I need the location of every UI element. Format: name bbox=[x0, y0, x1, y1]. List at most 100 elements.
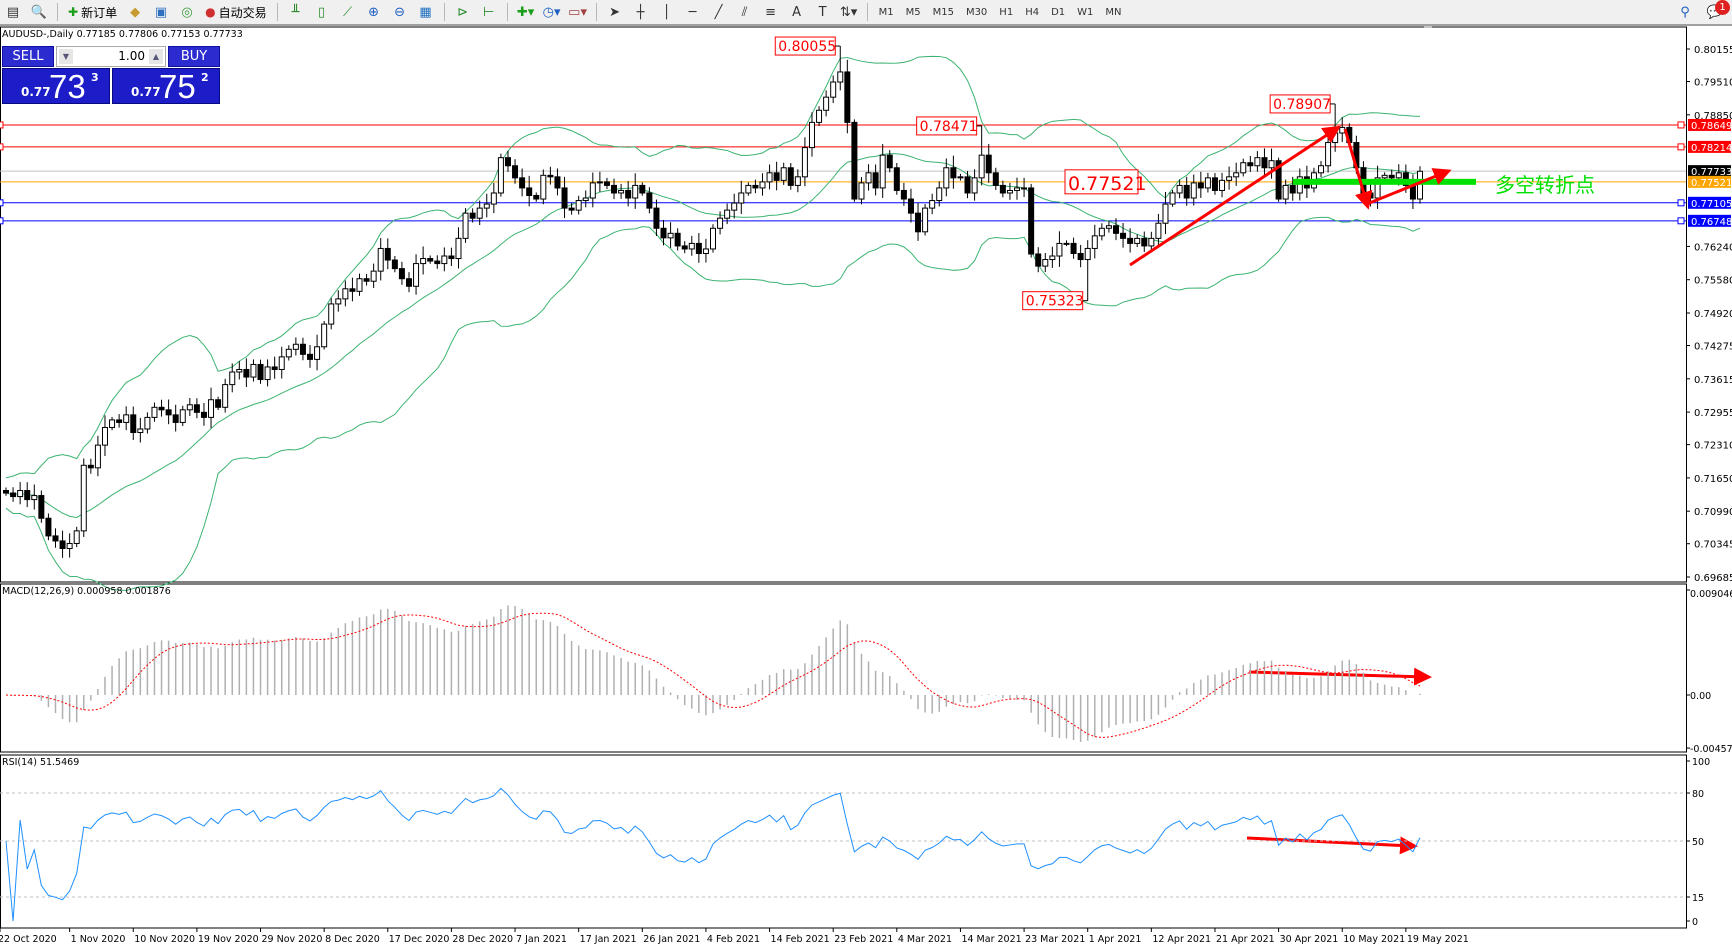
price-label: 0.77733 bbox=[1691, 167, 1732, 178]
rsi-tick-label: 0 bbox=[1692, 917, 1698, 928]
zoom-in-icon[interactable]: ⊕ bbox=[368, 4, 380, 20]
bull-candle bbox=[830, 81, 837, 98]
x-tick-label: 10 May 2021 bbox=[1343, 934, 1405, 945]
trend-arrow-up bbox=[1129, 125, 1342, 267]
bear-candle bbox=[907, 198, 914, 214]
sell-button[interactable]: SELL bbox=[2, 46, 54, 67]
timeframe-m5[interactable]: M5 bbox=[905, 6, 921, 18]
x-tick-label: 14 Feb 2021 bbox=[771, 934, 830, 945]
bear-candle bbox=[773, 172, 780, 181]
zoom-chart-icon[interactable]: 🔍 bbox=[30, 4, 48, 20]
templates-icon[interactable]: ▭▾ bbox=[568, 4, 587, 20]
vertical-line-icon[interactable]: │ bbox=[662, 4, 671, 20]
line-chart-icon[interactable]: ⟋ bbox=[343, 4, 353, 20]
bull-candle bbox=[370, 270, 377, 282]
sell-price-button[interactable]: 0.77 73 3 bbox=[2, 68, 110, 105]
tile-windows-icon[interactable]: ▦ bbox=[419, 4, 432, 20]
lots-input[interactable]: ▼ 1.00 ▲ bbox=[56, 46, 166, 67]
bull-candle bbox=[1325, 142, 1332, 167]
buy-price-button[interactable]: 0.77 75 2 bbox=[112, 68, 220, 105]
bull-candle bbox=[936, 187, 943, 202]
price-label-bg bbox=[1688, 214, 1731, 227]
bull-candle bbox=[1282, 184, 1289, 200]
timeframe-m1[interactable]: M1 bbox=[878, 6, 894, 18]
price-chart[interactable]: 0.786490.782140.777330.775210.771050.767… bbox=[0, 26, 1732, 945]
bear-candle bbox=[52, 535, 59, 542]
bear-candle bbox=[964, 176, 971, 194]
lots-down-icon[interactable]: ▼ bbox=[59, 49, 73, 64]
bull-candle bbox=[314, 346, 321, 360]
bear-candle bbox=[391, 259, 398, 270]
x-tick-label: 19 May 2021 bbox=[1407, 934, 1469, 945]
bear-candle bbox=[1275, 160, 1282, 200]
bear-candle bbox=[681, 245, 688, 250]
y-tick-label: 0.73615 bbox=[1694, 375, 1732, 386]
bear-candle bbox=[1112, 225, 1119, 234]
bear-candle bbox=[985, 154, 992, 174]
text-icon[interactable]: A bbox=[792, 4, 802, 20]
bull-candle bbox=[236, 368, 243, 373]
notifications-button[interactable]: 💬 1 bbox=[1700, 0, 1730, 22]
bull-candle bbox=[328, 303, 335, 325]
trend-arrow-down bbox=[1343, 128, 1373, 210]
bar-chart-icon[interactable]: ╨ bbox=[291, 4, 300, 20]
auto-trading-button[interactable]: ● 自动交易 bbox=[202, 2, 270, 22]
separator bbox=[506, 3, 508, 21]
equidistant-channel-icon[interactable]: ⫽ bbox=[741, 4, 748, 20]
y-tick-label: 0.79510 bbox=[1694, 78, 1732, 89]
market-watch-icon[interactable]: ◆ bbox=[130, 4, 141, 20]
chart-shift-icon[interactable]: ⊢ bbox=[482, 4, 495, 20]
horizontal-line-icon[interactable]: ─ bbox=[688, 4, 697, 20]
arrows-icon[interactable]: ⇅▾ bbox=[839, 4, 858, 20]
bear-candle bbox=[1367, 192, 1374, 199]
bear-candle bbox=[215, 399, 222, 408]
trendline-icon[interactable]: ╱ bbox=[714, 4, 723, 20]
bollinger-upper bbox=[5, 55, 1421, 479]
new-order-button[interactable]: ✚ 新订单 bbox=[65, 2, 120, 22]
search-icon[interactable]: ⚲ bbox=[1680, 4, 1690, 20]
buy-button[interactable]: BUY bbox=[168, 46, 220, 67]
bull-candle bbox=[66, 542, 73, 550]
timeframe-m30[interactable]: M30 bbox=[965, 6, 988, 18]
separator bbox=[866, 3, 868, 21]
toolbar: ▤ 🔍 ✚ 新订单 ◆ ▣ ◎ ● 自动交易 ╨ ▯ ⟋ ⊕ ⊖ ▦ ⊳ ⊢ ✚▾ … bbox=[0, 0, 1732, 26]
bull-candle bbox=[144, 416, 151, 430]
candlestick-icon[interactable]: ▯ bbox=[318, 4, 326, 20]
bull-candle bbox=[1063, 242, 1070, 245]
lots-up-icon[interactable]: ▲ bbox=[149, 49, 163, 64]
timeframe-mn[interactable]: MN bbox=[1105, 6, 1122, 18]
bull-candle bbox=[476, 207, 483, 219]
bear-candle bbox=[384, 247, 391, 261]
crosshair-icon[interactable]: ┼ bbox=[636, 4, 645, 20]
bear-candle bbox=[568, 207, 575, 211]
bear-candle bbox=[915, 212, 922, 233]
timeframe-w1[interactable]: W1 bbox=[1077, 6, 1094, 18]
indicators-icon[interactable]: ✚▾ bbox=[516, 4, 535, 20]
signals-icon[interactable]: ◎ bbox=[181, 4, 193, 20]
bull-candle bbox=[179, 409, 186, 423]
bull-candle bbox=[929, 200, 936, 209]
cursor-icon[interactable]: ➤ bbox=[609, 4, 621, 20]
price-label-bg bbox=[1688, 175, 1731, 188]
bear-candle bbox=[1183, 184, 1190, 199]
timeframe-d1[interactable]: D1 bbox=[1051, 6, 1066, 18]
new-chart-icon[interactable]: ▤ bbox=[6, 4, 20, 20]
separator bbox=[57, 3, 58, 21]
text-label-icon[interactable]: T bbox=[818, 4, 827, 20]
timeframe-h4[interactable]: H4 bbox=[1025, 6, 1040, 18]
timeframe-m15[interactable]: M15 bbox=[932, 6, 954, 18]
navigator-icon[interactable]: ▣ bbox=[154, 4, 168, 20]
bear-candle bbox=[38, 495, 45, 519]
periods-icon[interactable]: ◷▾ bbox=[542, 4, 561, 20]
bear-candle bbox=[625, 189, 632, 199]
bull-candle bbox=[766, 172, 773, 183]
auto-scroll-icon[interactable]: ⊳ bbox=[457, 4, 469, 20]
line-handle bbox=[1677, 143, 1685, 151]
bull-candle bbox=[73, 530, 80, 544]
price-label-bg bbox=[1688, 165, 1731, 178]
zoom-out-icon[interactable]: ⊖ bbox=[394, 4, 406, 20]
bear-candle bbox=[243, 368, 250, 378]
fibonacci-icon[interactable]: ≡ bbox=[765, 4, 777, 20]
bear-candle bbox=[533, 194, 540, 200]
timeframe-h1[interactable]: H1 bbox=[999, 6, 1014, 18]
